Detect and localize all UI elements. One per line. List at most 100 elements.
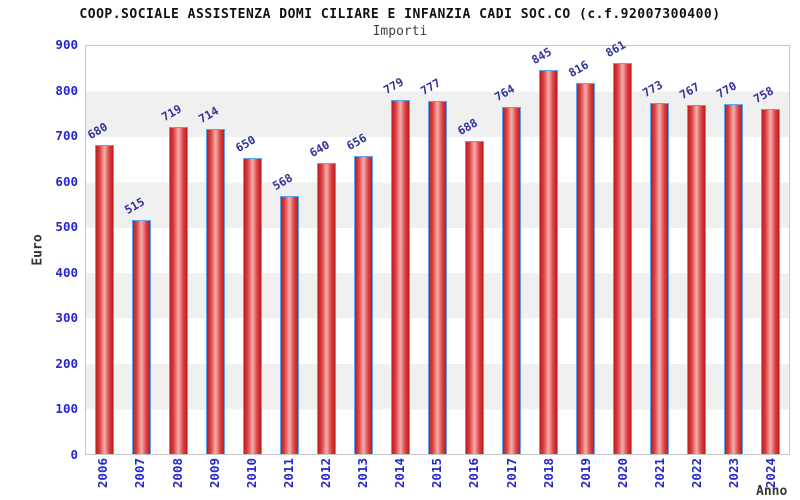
bar-value-label-2016: 688: [454, 115, 480, 139]
bar-value-label-2022: 767: [676, 79, 702, 103]
x-tick-label-2007: 2007: [132, 458, 148, 489]
bar-slot-2013: 656: [344, 46, 382, 454]
chart-title: COOP.SOCIALE ASSISTENZA DOMI CILIARE E I…: [79, 7, 721, 22]
bar-2008: 719: [159, 102, 188, 454]
bar-2013: 656: [344, 130, 373, 454]
bar-slot-2006: 680: [85, 46, 123, 454]
bar-2006: 680: [85, 119, 114, 454]
bar-2010: 650: [233, 133, 262, 454]
x-tick-label-2022: 2022: [689, 458, 705, 489]
x-tick-slot-2006: 2006: [85, 458, 122, 500]
bar-slot-2010: 650: [233, 46, 271, 454]
bar-value-label-2009: 714: [195, 103, 221, 127]
bar-value-label-2015: 777: [417, 75, 443, 98]
bar-slot-2018: 845: [529, 44, 567, 454]
x-tick-label-2021: 2021: [651, 458, 667, 489]
bar-value-label-2010: 650: [232, 132, 258, 156]
y-tick-label-400: 400: [55, 264, 78, 280]
y-tick-label-600: 600: [55, 173, 78, 189]
x-tick-label-2014: 2014: [392, 458, 408, 489]
bar-value-label-2024: 758: [750, 83, 776, 107]
bar-2018: 845: [529, 44, 558, 454]
bar-2011: 568: [270, 170, 299, 454]
x-tick-slot-2017: 2017: [493, 458, 530, 500]
bars-row: 680 515 719 714 650 568 640 656 779 777 688 764 845 8…: [85, 37, 789, 454]
bar-slot-2021: 773: [639, 46, 678, 454]
x-tick-slot-2023: 2023: [716, 458, 753, 500]
x-tick-label-2019: 2019: [577, 458, 593, 489]
y-tick-label-200: 200: [55, 355, 78, 371]
x-axis-row: 2006 2007 2008 2009 2010 2011 2012 2013 2014 2015…: [85, 458, 790, 500]
bar-slot-2016: 688: [455, 46, 493, 454]
bar-2007: 515: [122, 194, 151, 454]
x-tick-slot-2011: 2011: [271, 458, 308, 500]
bar-slot-2019: 816: [566, 46, 604, 454]
x-tick-slot-2018: 2018: [530, 458, 567, 500]
bar-slot-2024: 758: [751, 46, 789, 454]
bar-slot-2015: 777: [418, 46, 456, 454]
bar-value-label-2023: 770: [713, 78, 739, 101]
x-tick-label-2016: 2016: [466, 458, 482, 489]
x-tick-label-2006: 2006: [95, 458, 111, 489]
x-tick-label-2020: 2020: [614, 458, 630, 489]
bar-slot-2011: 568: [270, 46, 308, 454]
x-tick-slot-2012: 2012: [308, 458, 345, 500]
bar-2016: 688: [455, 116, 484, 454]
x-tick-slot-2020: 2020: [605, 458, 642, 500]
x-tick-slot-2016: 2016: [456, 458, 493, 500]
bar-2009: 714: [196, 104, 225, 454]
x-tick-label-2017: 2017: [503, 458, 519, 489]
bar-value-label-2021: 773: [639, 77, 665, 100]
bar-2015: 777: [418, 75, 447, 454]
x-tick-label-2011: 2011: [280, 458, 296, 489]
bar-2012: 640: [307, 137, 336, 454]
bar-value-label-2020: 861: [602, 37, 628, 60]
y-tick-label-900: 900: [55, 37, 78, 52]
bar-2022: 767: [677, 80, 706, 454]
bar-value-label-2008: 719: [158, 101, 184, 125]
x-tick-label-2013: 2013: [355, 458, 371, 489]
y-axis-title-euro: Euro: [30, 234, 46, 266]
bar-2024: 758: [751, 84, 780, 454]
x-tick-slot-2014: 2014: [382, 458, 419, 500]
bar-value-label-2007: 515: [121, 194, 147, 217]
bar-2020: 861: [603, 37, 632, 454]
bar-slot-2022: 767: [677, 46, 715, 454]
bar-value-label-2012: 640: [306, 137, 332, 160]
y-tick-label-0: 0: [70, 447, 78, 462]
x-tick-label-2010: 2010: [243, 458, 259, 489]
bar-slot-2007: 515: [122, 46, 160, 454]
x-tick-slot-2022: 2022: [679, 458, 716, 500]
y-tick-label-700: 700: [55, 128, 78, 144]
bar-slot-2023: 770: [714, 46, 752, 454]
bar-value-label-2017: 764: [491, 81, 517, 104]
x-tick-slot-2021: 2021: [642, 458, 679, 500]
x-tick-label-2015: 2015: [429, 458, 445, 489]
x-axis-title-anno: Anno: [756, 484, 788, 499]
x-tick-slot-2008: 2008: [159, 458, 196, 500]
x-tick-label-2018: 2018: [540, 458, 556, 489]
y-tick-label-800: 800: [55, 82, 78, 98]
bar-value-label-2018: 845: [528, 44, 554, 67]
bar-slot-2009: 714: [196, 46, 234, 454]
x-tick-slot-2010: 2010: [233, 458, 270, 500]
x-tick-label-2009: 2009: [206, 458, 222, 489]
x-tick-label-2008: 2008: [169, 458, 185, 489]
x-tick-slot-2009: 2009: [196, 458, 233, 500]
x-tick-label-2012: 2012: [317, 458, 333, 489]
bar-value-label-2013: 656: [343, 130, 369, 153]
bar-slot-2008: 719: [159, 46, 197, 454]
bar-value-label-2006: 680: [84, 119, 110, 142]
bar-2019: 816: [566, 58, 595, 454]
bar-value-label-2011: 568: [269, 170, 295, 193]
x-tick-slot-2013: 2013: [345, 458, 382, 500]
bar-slot-2014: 779: [380, 46, 419, 454]
bar-2023: 770: [714, 78, 743, 454]
y-tick-label-500: 500: [55, 219, 78, 235]
bar-value-label-2014: 779: [380, 74, 406, 97]
bar-slot-2017: 764: [491, 46, 530, 454]
plot-area: 680 515 719 714 650 568 640 656 779 777 688 764 845 8…: [85, 37, 790, 455]
x-tick-label-2023: 2023: [726, 458, 742, 489]
bar-slot-2012: 640: [307, 46, 345, 454]
